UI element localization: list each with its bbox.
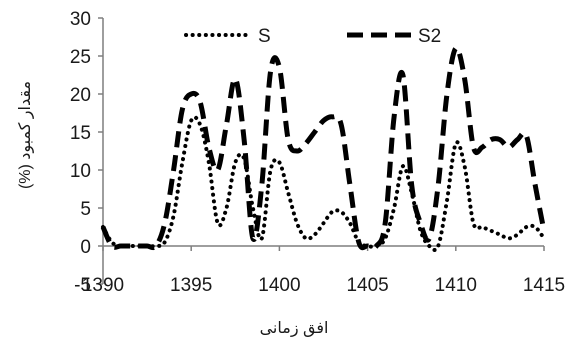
- y-axis-label: مقدار کمبود (%): [17, 81, 35, 189]
- y-tick-label: 0: [80, 237, 91, 258]
- legend-label-s: S: [258, 26, 271, 47]
- x-axis-ticks: 1390 1395 1400 1405 1410 1415: [82, 246, 565, 296]
- series-line-s2: [100, 45, 547, 251]
- legend: S S2: [184, 26, 441, 47]
- x-tick-label: 1395: [170, 275, 212, 296]
- y-tick-label: 25: [70, 47, 91, 68]
- x-tick-label: 1410: [435, 275, 477, 296]
- y-tick-label: 30: [70, 9, 91, 30]
- y-tick-label: 5: [80, 199, 91, 220]
- y-tick-label: 15: [70, 123, 91, 144]
- x-tick-label: 1405: [346, 275, 388, 296]
- y-tick-label: 20: [70, 85, 91, 106]
- x-tick-label: 1400: [258, 275, 300, 296]
- series-line-s: [101, 115, 546, 252]
- x-tick-label: 1390: [82, 275, 124, 296]
- y-axis-ticks: 0 5 10 15 20 25 30 -5: [70, 9, 103, 296]
- legend-label-s2: S2: [418, 26, 441, 47]
- x-axis-label: افق زمانی: [260, 320, 329, 338]
- y-tick-label: -5: [74, 275, 91, 296]
- y-tick-label: 10: [70, 161, 91, 182]
- series-group: [100, 45, 547, 252]
- x-tick-label: 1415: [523, 275, 565, 296]
